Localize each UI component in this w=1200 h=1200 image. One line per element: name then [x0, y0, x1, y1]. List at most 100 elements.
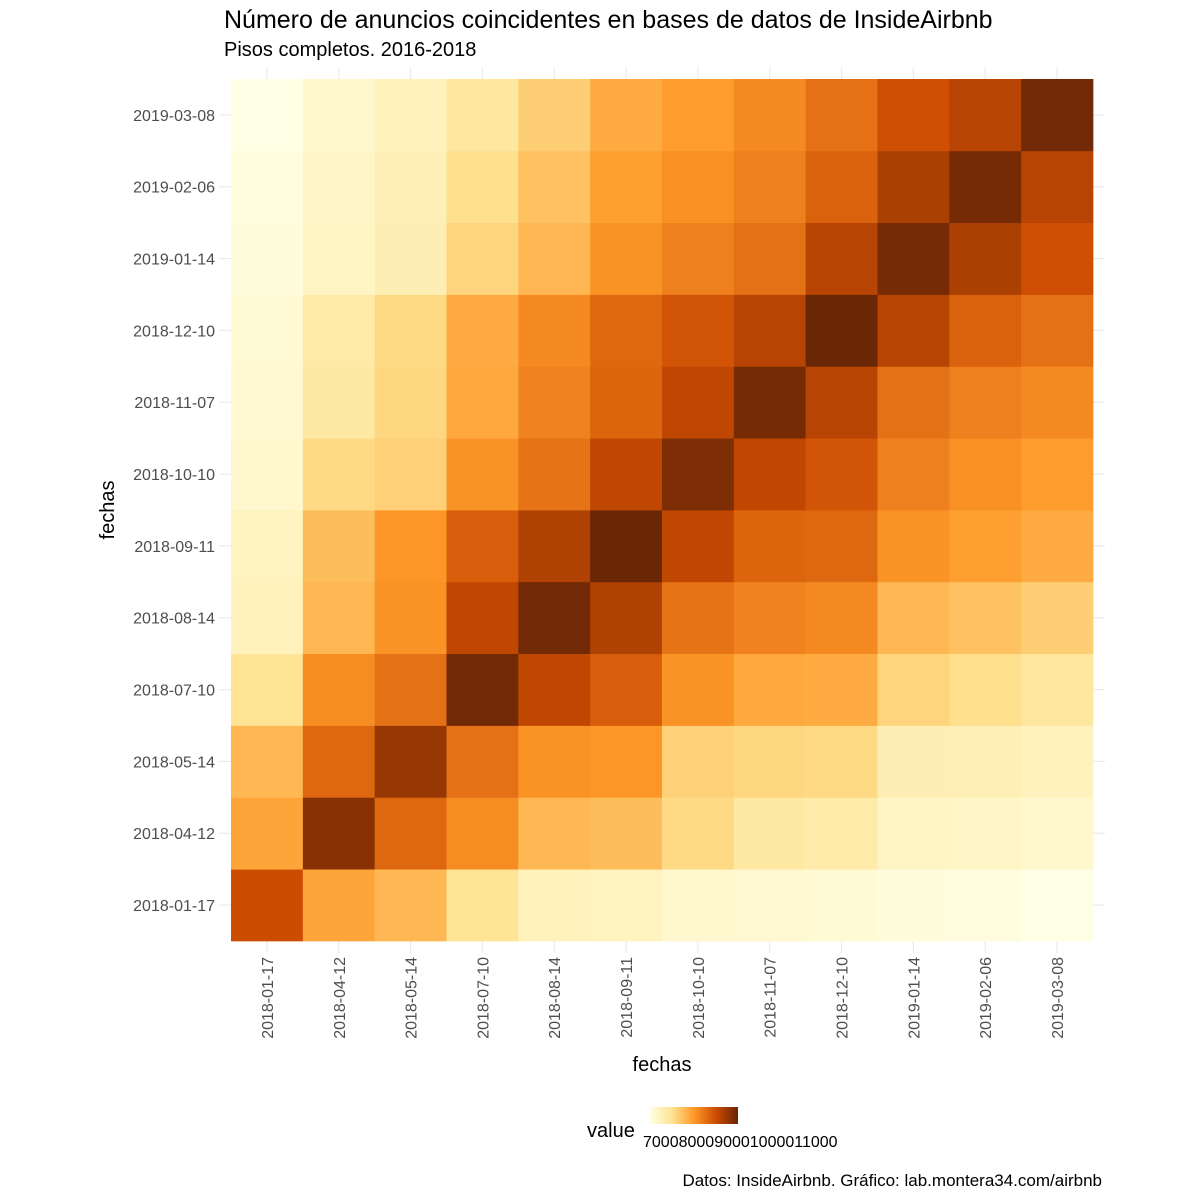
- heatmap-cell-2018-01-17-2018-07-10: [446, 869, 519, 942]
- legend-title: value: [587, 1120, 635, 1142]
- heatmap-cell-2018-07-10-2018-01-17: [231, 653, 304, 726]
- heatmap-cell-2018-01-17-2018-12-10: [805, 869, 878, 942]
- y-tick-label: 2019-02-06: [133, 180, 215, 197]
- heatmap-cell-2018-05-14-2018-11-07: [733, 725, 807, 798]
- heatmap-cell-2019-03-08-2018-04-12: [302, 79, 376, 152]
- heatmap-cell-2019-03-08-2018-01-17: [231, 79, 304, 152]
- heatmap-cell-2018-07-10-2019-01-14: [877, 653, 950, 726]
- heatmap-cell-2018-08-14-2019-02-06: [949, 581, 1022, 655]
- heatmap-cell-2018-05-14-2018-01-17: [231, 725, 304, 798]
- heatmap-cell-2018-08-14-2018-07-10: [446, 581, 519, 655]
- heatmap-cell-2019-01-14-2019-01-14: [877, 222, 950, 295]
- heatmap-cell-2018-05-14-2019-03-08: [1021, 725, 1094, 798]
- heatmap-cell-2018-11-07-2018-10-10: [661, 366, 735, 439]
- heatmap-cell-2019-02-06-2018-04-12: [302, 150, 376, 224]
- heatmap-cell-2018-12-10-2019-02-06: [949, 294, 1022, 367]
- heatmap-cell-2018-11-07-2018-05-14: [374, 366, 447, 439]
- heatmap-cell-2019-02-06-2019-01-14: [877, 150, 950, 224]
- heatmap-cell-2018-08-14-2019-01-14: [877, 581, 950, 655]
- x-tick-label: 2018-08-14: [547, 957, 564, 1039]
- heatmap-cell-2018-12-10-2018-04-12: [302, 294, 376, 367]
- heatmap-cell-2018-08-14-2018-05-14: [374, 581, 447, 655]
- heatmap-cell-2018-12-10-2018-05-14: [374, 294, 447, 367]
- heatmap-cell-2018-09-11-2019-01-14: [877, 509, 950, 583]
- heatmap-cell-2018-09-11-2018-11-07: [733, 509, 807, 583]
- heatmap-cell-2019-01-14-2018-05-14: [374, 222, 447, 295]
- heatmap-cell-2018-09-11-2018-05-14: [374, 509, 447, 583]
- heatmap-cell-2018-04-12-2018-01-17: [231, 797, 304, 870]
- x-tick-label: 2018-10-10: [691, 957, 708, 1039]
- heatmap-cell-2018-01-17-2018-04-12: [302, 869, 376, 942]
- heatmap-cell-2018-01-17-2018-05-14: [374, 869, 447, 942]
- heatmap-cell-2018-11-07-2019-03-08: [1021, 366, 1094, 439]
- heatmap-cell-2018-12-10-2018-09-11: [590, 294, 663, 367]
- heatmap-cell-2019-03-08-2018-08-14: [518, 79, 591, 152]
- y-axis-ticks: 2018-01-17 2018-04-12 2018-05-14 2018-07-10…: [133, 108, 215, 915]
- heatmap-cell-2019-01-14-2018-09-11: [590, 222, 663, 295]
- y-tick-label: 2018-07-10: [133, 683, 215, 700]
- heatmap-cell-2018-12-10-2018-10-10: [661, 294, 735, 367]
- heatmap-cell-2018-11-07-2018-04-12: [302, 366, 376, 439]
- color-legend: value 7000800090001000011000: [587, 1107, 838, 1151]
- chart-subtitle: Pisos completos. 2016-2018: [224, 39, 477, 61]
- heatmap-cell-2018-10-10-2018-08-14: [518, 438, 591, 511]
- heatmap-cell-2018-04-12-2018-04-12: [302, 797, 376, 870]
- heatmap-cell-2019-01-14-2018-07-10: [446, 222, 519, 295]
- heatmap-cell-2019-02-06-2018-08-14: [518, 150, 591, 224]
- x-tick-label: 2018-11-07: [763, 957, 780, 1038]
- heatmap-cell-2018-08-14-2018-12-10: [805, 581, 878, 655]
- heatmap-cell-2018-07-10-2019-02-06: [949, 653, 1022, 726]
- heatmap-cell-2018-08-14-2018-09-11: [590, 581, 663, 655]
- heatmap-cell-2018-09-11-2019-02-06: [949, 509, 1022, 583]
- y-tick-label: 2019-03-08: [133, 108, 215, 125]
- heatmap-cell-2018-12-10-2018-08-14: [518, 294, 591, 367]
- y-tick-label: 2018-09-11: [134, 539, 215, 556]
- x-axis-title: fechas: [633, 1054, 692, 1076]
- heatmap-cell-2019-02-06-2018-05-14: [374, 150, 447, 224]
- y-tick-label: 2018-11-07: [134, 395, 215, 412]
- y-tick-label: 2018-12-10: [133, 323, 215, 340]
- heatmap-cell-2018-11-07-2019-01-14: [877, 366, 950, 439]
- heatmap-cell-2018-01-17-2018-09-11: [590, 869, 663, 942]
- heatmap-cell-2019-03-08-2018-10-10: [661, 79, 735, 152]
- heatmap-cell-2019-02-06-2018-09-11: [590, 150, 663, 224]
- heatmap-tiles: [231, 79, 1094, 942]
- heatmap-cell-2018-04-12-2018-07-10: [446, 797, 519, 870]
- heatmap-cell-2018-08-14-2018-11-07: [733, 581, 807, 655]
- heatmap-cell-2018-11-07-2018-12-10: [805, 366, 878, 439]
- heatmap-cell-2018-09-11-2018-12-10: [805, 509, 878, 583]
- heatmap-cell-2018-01-17-2019-03-08: [1021, 869, 1094, 942]
- heatmap-cell-2018-01-17-2019-01-14: [877, 869, 950, 942]
- heatmap-cell-2019-01-14-2019-02-06: [949, 222, 1022, 295]
- heatmap-cell-2018-10-10-2018-09-11: [590, 438, 663, 511]
- heatmap-cell-2019-02-06-2018-10-10: [661, 150, 735, 224]
- heatmap-cell-2018-07-10-2018-05-14: [374, 653, 447, 726]
- heatmap-cell-2018-09-11-2018-07-10: [446, 509, 519, 583]
- heatmap-cell-2019-03-08-2018-09-11: [590, 79, 663, 152]
- heatmap-cell-2018-01-17-2018-08-14: [518, 869, 591, 942]
- heatmap-cell-2018-12-10-2018-11-07: [733, 294, 807, 367]
- chart-title: Número de anuncios coincidentes en bases…: [224, 6, 993, 34]
- heatmap-cell-2018-12-10-2018-01-17: [231, 294, 304, 367]
- heatmap-cell-2019-01-14-2018-11-07: [733, 222, 807, 295]
- legend-colorbar: [650, 1107, 738, 1124]
- heatmap-cell-2018-07-10-2019-03-08: [1021, 653, 1094, 726]
- heatmap-cell-2019-03-08-2018-11-07: [733, 79, 807, 152]
- heatmap-cell-2019-03-08-2019-02-06: [949, 79, 1022, 152]
- heatmap-cell-2018-04-12-2018-05-14: [374, 797, 447, 870]
- x-tick-label: 2018-12-10: [835, 957, 852, 1039]
- heatmap-cell-2018-01-17-2019-02-06: [949, 869, 1022, 942]
- heatmap-cell-2018-01-17-2018-11-07: [733, 869, 807, 942]
- heatmap-cell-2018-11-07-2018-07-10: [446, 366, 519, 439]
- heatmap-cell-2018-07-10-2018-12-10: [805, 653, 878, 726]
- heatmap-cell-2018-10-10-2018-01-17: [231, 438, 304, 511]
- heatmap-cell-2019-02-06-2018-11-07: [733, 150, 807, 224]
- heatmap-cell-2019-02-06-2018-01-17: [231, 150, 304, 224]
- heatmap-cell-2019-03-08-2018-12-10: [805, 79, 878, 152]
- heatmap-cell-2018-04-12-2018-10-10: [661, 797, 735, 870]
- heatmap-cell-2018-05-14-2018-09-11: [590, 725, 663, 798]
- x-tick-label: 2019-01-14: [906, 957, 923, 1039]
- heatmap-cell-2018-10-10-2018-11-07: [733, 438, 807, 511]
- heatmap-cell-2018-08-14-2018-04-12: [302, 581, 376, 655]
- heatmap-cell-2018-07-10-2018-08-14: [518, 653, 591, 726]
